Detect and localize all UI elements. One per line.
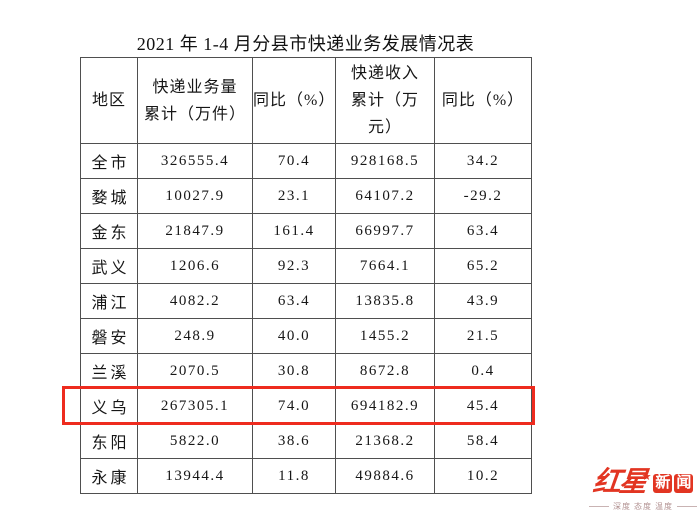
cell-revenue-yoy: 65.2 [434, 248, 532, 284]
cell-volume: 248.9 [137, 318, 253, 354]
stats-table: 地区 快递业务量 累计（万件） 同比（%） 快递收入 累计（万 元） 同比（%）… [80, 57, 532, 494]
cell-volume-yoy: 161.4 [252, 213, 336, 249]
cell-region: 义乌 [80, 388, 138, 424]
header-revenue-yoy: 同比（%） [434, 57, 532, 144]
page-title: 2021 年 1-4 月分县市快递业务发展情况表 [136, 34, 475, 54]
star-icon: ★ [641, 470, 652, 483]
cell-region: 磐安 [80, 318, 138, 354]
cell-region: 东阳 [80, 423, 138, 459]
cell-volume: 13944.4 [137, 458, 253, 494]
cell-volume-yoy: 70.4 [252, 143, 336, 179]
cell-revenue: 49884.6 [335, 458, 435, 494]
cell-revenue-yoy: 21.5 [434, 318, 532, 354]
cell-volume-yoy: 74.0 [252, 388, 336, 424]
cell-volume: 326555.4 [137, 143, 253, 179]
cell-region: 永康 [80, 458, 138, 494]
cell-region: 兰溪 [80, 353, 138, 389]
table-row: 婺城 10027.9 23.1 64107.2 -29.2 [80, 178, 532, 214]
cell-volume-yoy: 92.3 [252, 248, 336, 284]
logo-tagline: 深度 态度 温度 [589, 501, 697, 512]
cell-revenue: 64107.2 [335, 178, 435, 214]
header-volume-yoy: 同比（%） [252, 57, 336, 144]
header-revenue: 快递收入 累计（万 元） [335, 57, 435, 144]
cell-revenue: 8672.8 [335, 353, 435, 389]
cell-volume-yoy: 38.6 [252, 423, 336, 459]
cell-revenue: 694182.9 [335, 388, 435, 424]
table-row: 全市 326555.4 70.4 928168.5 34.2 [80, 143, 532, 179]
table-row: 兰溪 2070.5 30.8 8672.8 0.4 [80, 353, 532, 389]
cell-revenue-yoy: 63.4 [434, 213, 532, 249]
table-row: 金东 21847.9 161.4 66997.7 63.4 [80, 213, 532, 249]
cell-revenue: 7664.1 [335, 248, 435, 284]
cell-revenue: 21368.2 [335, 423, 435, 459]
cell-revenue-yoy: -29.2 [434, 178, 532, 214]
cell-revenue-yoy: 45.4 [434, 388, 532, 424]
cell-revenue: 66997.7 [335, 213, 435, 249]
cell-volume: 2070.5 [137, 353, 253, 389]
table-row: 浦江 4082.2 63.4 13835.8 43.9 [80, 283, 532, 319]
cell-volume-yoy: 30.8 [252, 353, 336, 389]
tagline-line [589, 506, 609, 507]
cell-region: 全市 [80, 143, 138, 179]
logo-block-xin: 新 [653, 473, 673, 493]
cell-revenue-yoy: 10.2 [434, 458, 532, 494]
cell-revenue-yoy: 43.9 [434, 283, 532, 319]
table-row: 东阳 5822.0 38.6 21368.2 58.4 [80, 423, 532, 459]
redstar-news-logo: 红星 ★ 新 闻 深度 态度 温度 [589, 467, 697, 512]
cell-revenue: 13835.8 [335, 283, 435, 319]
cell-revenue: 928168.5 [335, 143, 435, 179]
cell-volume-yoy: 63.4 [252, 283, 336, 319]
cell-region: 浦江 [80, 283, 138, 319]
header-volume: 快递业务量 累计（万件） [137, 57, 253, 144]
tagline-line [677, 506, 697, 507]
cell-volume: 5822.0 [137, 423, 253, 459]
cell-volume: 21847.9 [137, 213, 253, 249]
cell-region: 金东 [80, 213, 138, 249]
cell-volume: 4082.2 [137, 283, 253, 319]
logo-block-wen: 闻 [674, 473, 694, 493]
cell-volume: 10027.9 [137, 178, 253, 214]
cell-region: 婺城 [80, 178, 138, 214]
cell-revenue-yoy: 58.4 [434, 423, 532, 459]
cell-volume: 267305.1 [137, 388, 253, 424]
logo-brand-row: 红星 ★ 新 闻 [589, 467, 697, 498]
cell-volume-yoy: 40.0 [252, 318, 336, 354]
table-row: 永康 13944.4 11.8 49884.6 10.2 [80, 458, 532, 494]
cell-region: 武义 [80, 248, 138, 284]
table-row: 武义 1206.6 92.3 7664.1 65.2 [80, 248, 532, 284]
cell-revenue-yoy: 34.2 [434, 143, 532, 179]
header-region: 地区 [80, 57, 138, 144]
table-row: 磐安 248.9 40.0 1455.2 21.5 [80, 318, 532, 354]
cell-volume-yoy: 11.8 [252, 458, 336, 494]
cell-revenue-yoy: 0.4 [434, 353, 532, 389]
cell-volume: 1206.6 [137, 248, 253, 284]
cell-revenue: 1455.2 [335, 318, 435, 354]
header-row: 地区 快递业务量 累计（万件） 同比（%） 快递收入 累计（万 元） 同比（%） [80, 57, 532, 144]
table-row-highlighted: 义乌 267305.1 74.0 694182.9 45.4 [80, 388, 532, 424]
logo-script-text: 红星 [590, 467, 647, 498]
cell-volume-yoy: 23.1 [252, 178, 336, 214]
tagline-text: 深度 态度 温度 [613, 502, 673, 511]
